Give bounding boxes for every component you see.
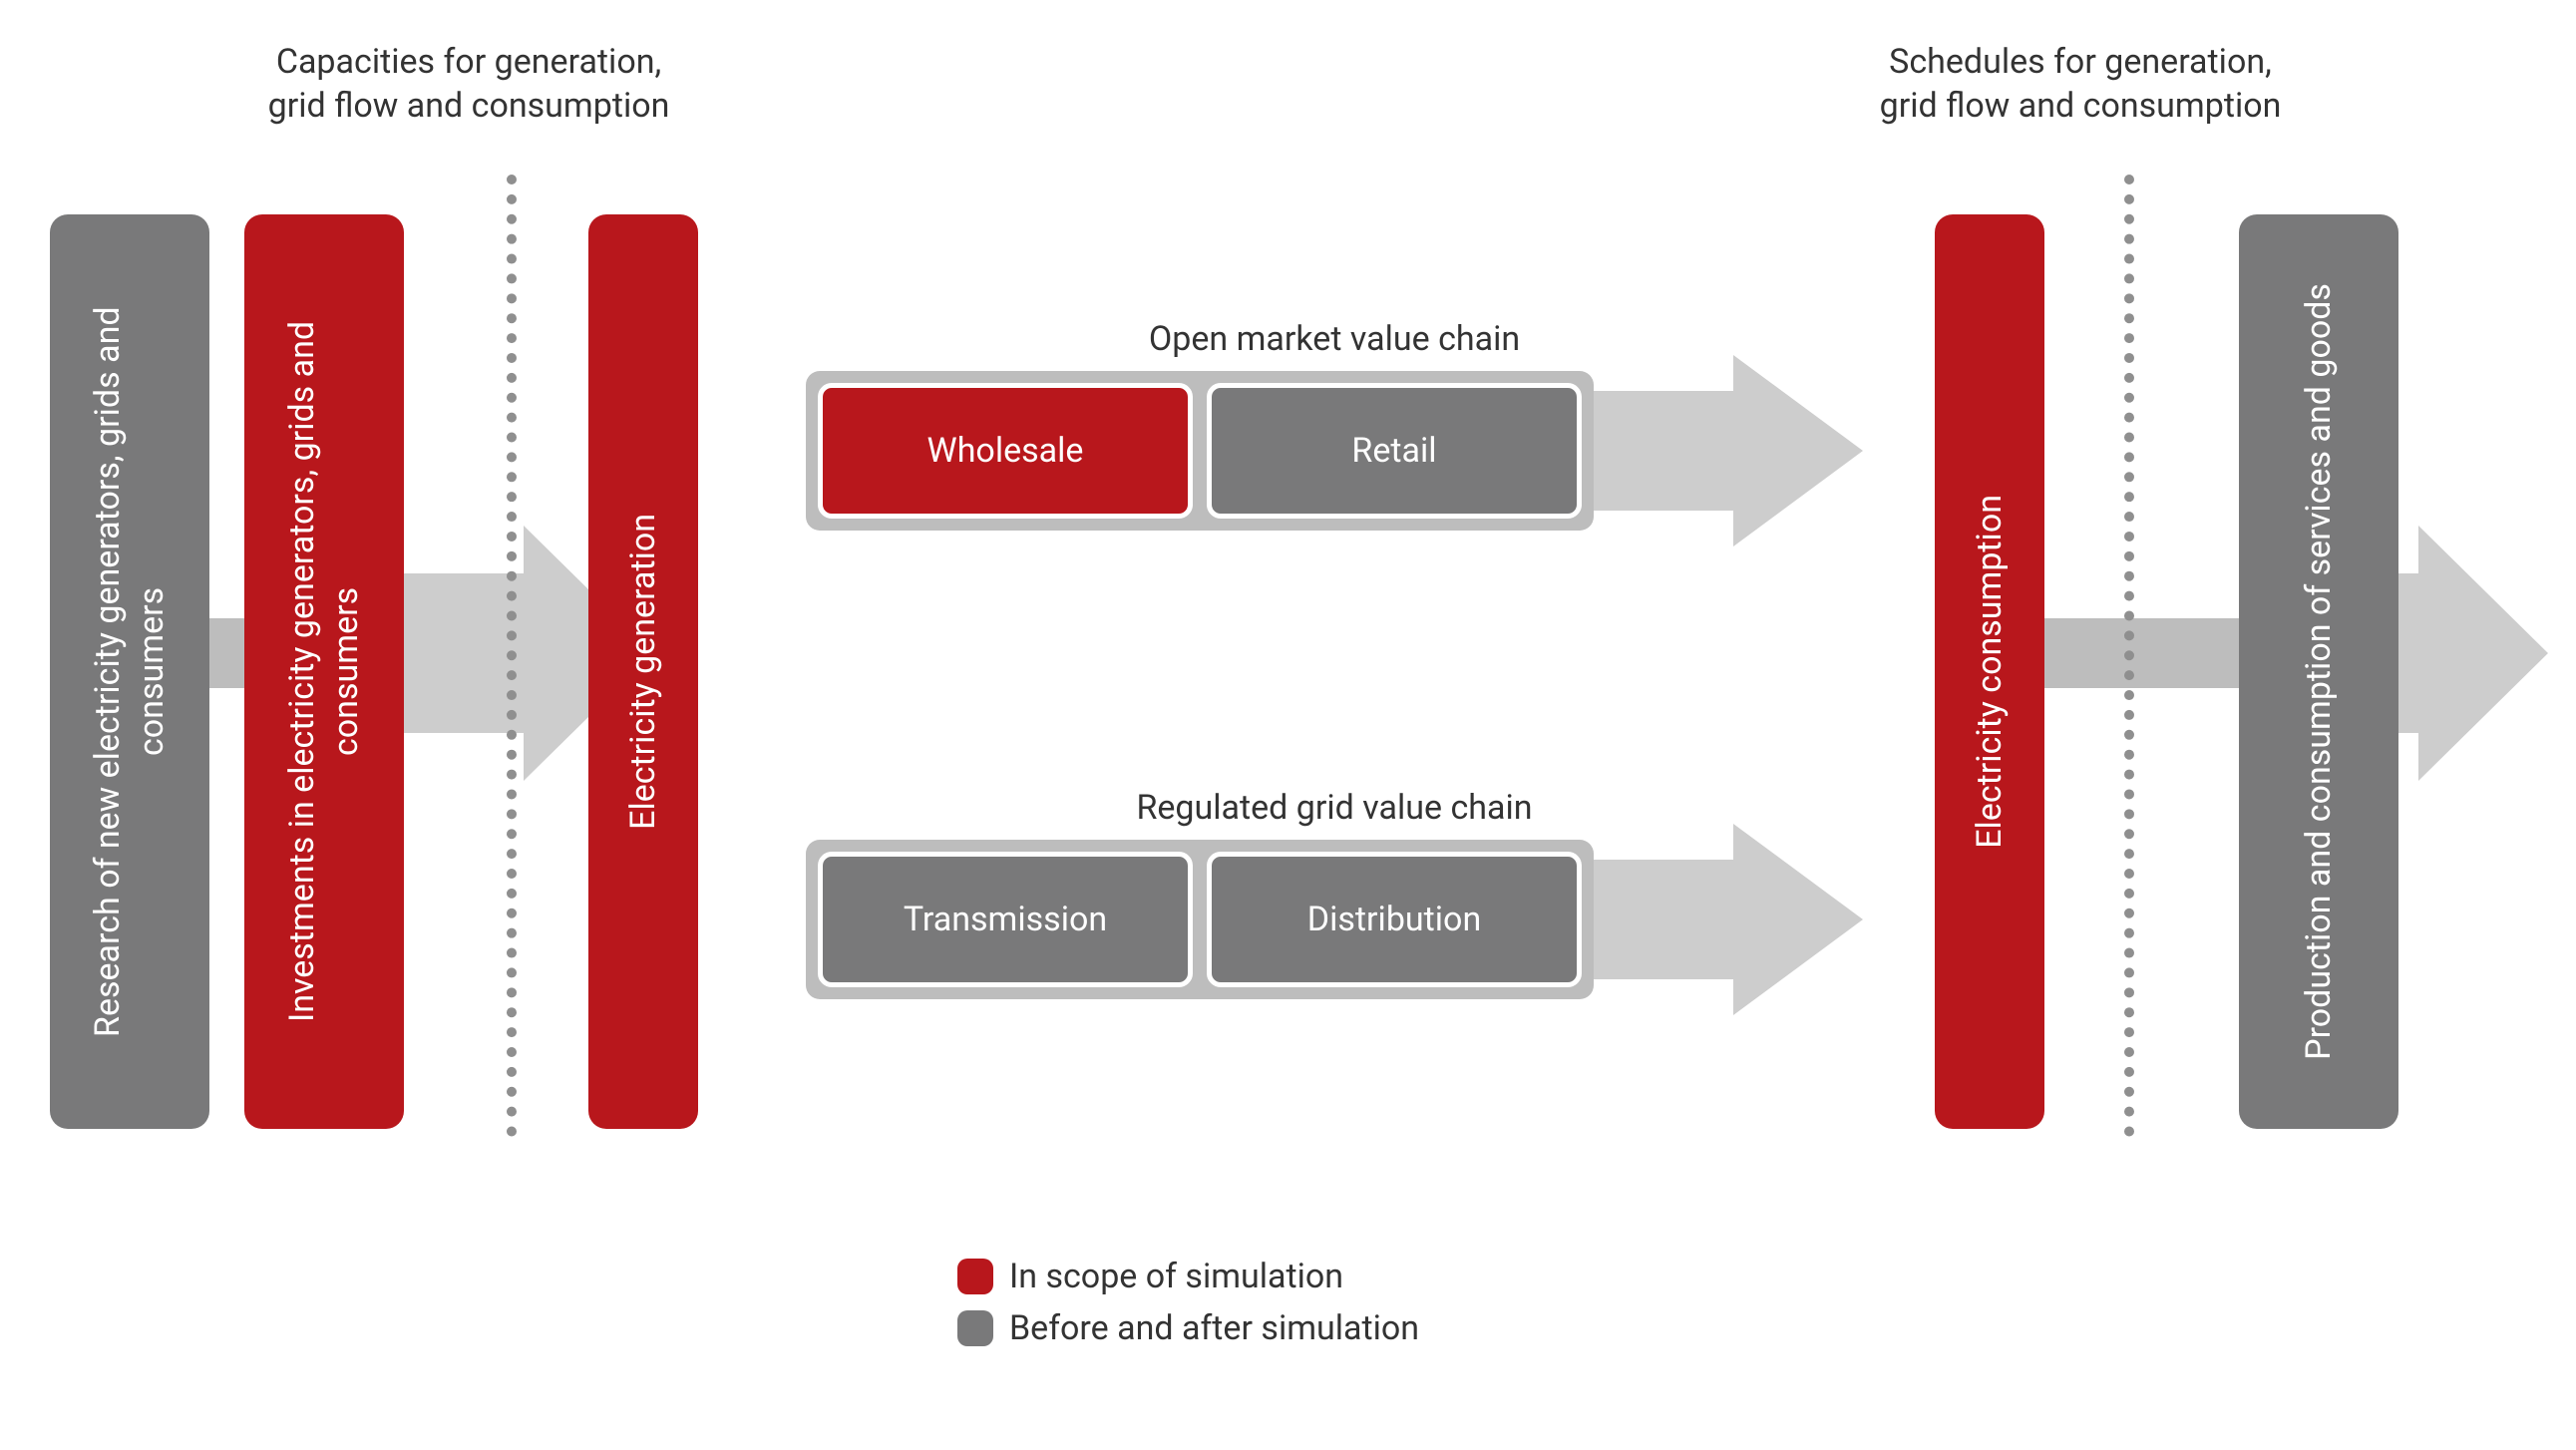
- chain-regulated-grid-pill-0: Transmission: [818, 852, 1193, 987]
- chain-open-market-title: Open market value chain: [806, 319, 1863, 359]
- header-left-line2: grid flow and consumption: [239, 84, 698, 128]
- chain-regulated-grid-container: TransmissionDistribution: [806, 840, 1594, 999]
- stage-investments-label: Investments in electricity generators, g…: [280, 214, 368, 1129]
- stage-research-label: Research of new electricity generators, …: [86, 214, 174, 1129]
- chain-open-market-pill-1: Retail: [1207, 383, 1582, 519]
- stage-production: Production and consumption of services a…: [2239, 214, 2398, 1129]
- chain-regulated-grid-pill-1: Distribution: [1207, 852, 1582, 987]
- divider-right: [2124, 175, 2134, 1137]
- chain-regulated-grid-title: Regulated grid value chain: [806, 788, 1863, 828]
- legend: In scope of simulation Before and after s…: [957, 1257, 1419, 1348]
- header-right-line2: grid flow and consumption: [1851, 84, 2310, 128]
- chain-open-market-container: WholesaleRetail: [806, 371, 1594, 531]
- divider-left: [507, 175, 517, 1137]
- chain-regulated-grid: Regulated grid value chain TransmissionDi…: [806, 788, 1863, 999]
- header-right: Schedules for generation,grid flow and c…: [1851, 40, 2310, 128]
- stage-production-label: Production and consumption of services a…: [2297, 263, 2341, 1080]
- stage-consumption: Electricity consumption: [1935, 214, 2044, 1129]
- value-chain-diagram: Capacities for generation,grid flow and …: [20, 20, 2556, 1430]
- chain-open-market-pill-0: Wholesale: [818, 383, 1193, 519]
- stage-generation: Electricity generation: [588, 214, 698, 1129]
- legend-row-0: In scope of simulation: [957, 1257, 1419, 1296]
- header-right-line1: Schedules for generation,: [1851, 40, 2310, 84]
- legend-swatch-1: [957, 1310, 993, 1346]
- chain-open-market: Open market value chain WholesaleRetail: [806, 319, 1863, 531]
- legend-label-1: Before and after simulation: [1009, 1308, 1419, 1348]
- header-left: Capacities for generation,grid flow and …: [239, 40, 698, 128]
- stage-research: Research of new electricity generators, …: [50, 214, 209, 1129]
- legend-swatch-0: [957, 1259, 993, 1294]
- legend-label-0: In scope of simulation: [1009, 1257, 1343, 1296]
- stage-generation-label: Electricity generation: [621, 494, 665, 850]
- chain-regulated-grid-body: TransmissionDistribution: [806, 840, 1863, 999]
- legend-row-1: Before and after simulation: [957, 1308, 1419, 1348]
- chain-open-market-body: WholesaleRetail: [806, 371, 1863, 531]
- stage-consumption-label: Electricity consumption: [1968, 475, 2012, 869]
- header-left-line1: Capacities for generation,: [239, 40, 698, 84]
- stage-investments: Investments in electricity generators, g…: [244, 214, 404, 1129]
